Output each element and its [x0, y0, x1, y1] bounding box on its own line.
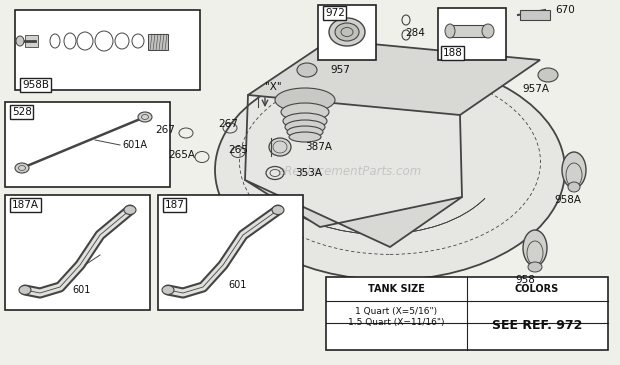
Text: 1.5 Quart (X=11/16"): 1.5 Quart (X=11/16")	[348, 318, 445, 327]
Text: 188: 188	[443, 48, 463, 58]
Text: SEE REF. 972: SEE REF. 972	[492, 319, 582, 332]
Bar	[448, 25, 486, 37]
Text: 957: 957	[330, 65, 350, 75]
Ellipse shape	[285, 120, 325, 134]
Text: COLORS: COLORS	[515, 284, 559, 294]
Ellipse shape	[138, 112, 152, 122]
Ellipse shape	[16, 36, 24, 46]
Ellipse shape	[289, 132, 321, 142]
Text: 1 Quart (X=5/16"): 1 Quart (X=5/16")	[355, 307, 437, 316]
Polygon shape	[245, 180, 462, 247]
Polygon shape	[25, 35, 38, 47]
Ellipse shape	[272, 205, 284, 215]
Text: eReplacementParts.com: eReplacementParts.com	[278, 165, 422, 178]
Ellipse shape	[329, 18, 365, 46]
Ellipse shape	[297, 63, 317, 77]
Ellipse shape	[15, 163, 29, 173]
Ellipse shape	[445, 24, 455, 38]
Ellipse shape	[275, 88, 335, 112]
Text: 958B: 958B	[22, 80, 49, 90]
Text: 601A: 601A	[122, 140, 147, 150]
Ellipse shape	[523, 230, 547, 266]
Bar	[148, 34, 168, 50]
Text: 972: 972	[325, 8, 345, 18]
Text: 601: 601	[72, 285, 91, 295]
Bar	[318, 5, 376, 60]
Polygon shape	[248, 40, 540, 115]
Bar	[5, 195, 150, 310]
Text: TANK SIZE: TANK SIZE	[368, 284, 425, 294]
Bar	[438, 8, 506, 60]
Text: 265: 265	[228, 145, 248, 155]
Bar	[158, 195, 303, 310]
Text: 353A: 353A	[295, 168, 322, 178]
Text: 601: 601	[228, 280, 246, 290]
Ellipse shape	[287, 126, 323, 138]
Ellipse shape	[568, 182, 580, 192]
Ellipse shape	[482, 24, 494, 38]
Bar	[15, 10, 200, 90]
Ellipse shape	[162, 285, 174, 295]
Text: 958A: 958A	[554, 195, 581, 205]
Text: 528: 528	[12, 107, 32, 117]
Bar	[520, 10, 550, 20]
Text: "X": "X"	[265, 82, 281, 92]
Text: 284: 284	[405, 28, 425, 38]
Ellipse shape	[269, 138, 291, 156]
Bar	[5, 102, 170, 187]
Text: 187: 187	[165, 200, 185, 210]
Ellipse shape	[562, 152, 586, 188]
Ellipse shape	[335, 23, 359, 41]
Text: 958: 958	[515, 275, 535, 285]
Ellipse shape	[281, 103, 329, 121]
Text: 265A: 265A	[168, 150, 195, 160]
Ellipse shape	[124, 205, 136, 215]
Bar	[326, 277, 608, 350]
Text: 670: 670	[555, 5, 575, 15]
Ellipse shape	[283, 113, 327, 129]
Text: 187A: 187A	[12, 200, 39, 210]
Ellipse shape	[528, 262, 542, 272]
Ellipse shape	[538, 68, 558, 82]
Ellipse shape	[215, 60, 565, 280]
Ellipse shape	[19, 285, 31, 295]
Text: 957A: 957A	[522, 84, 549, 94]
Text: 387A: 387A	[305, 142, 332, 152]
Text: 267: 267	[218, 119, 238, 129]
Text: 267: 267	[155, 125, 175, 135]
